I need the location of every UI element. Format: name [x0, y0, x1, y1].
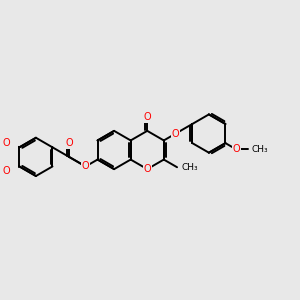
Text: O: O [2, 166, 10, 176]
Text: O: O [232, 144, 240, 154]
Text: O: O [65, 138, 73, 148]
Text: O: O [82, 161, 89, 172]
Text: O: O [143, 112, 151, 122]
Text: O: O [172, 128, 179, 139]
Text: CH₃: CH₃ [182, 163, 199, 172]
Text: O: O [143, 164, 151, 174]
Text: CH₃: CH₃ [252, 145, 268, 154]
Text: O: O [2, 137, 10, 148]
